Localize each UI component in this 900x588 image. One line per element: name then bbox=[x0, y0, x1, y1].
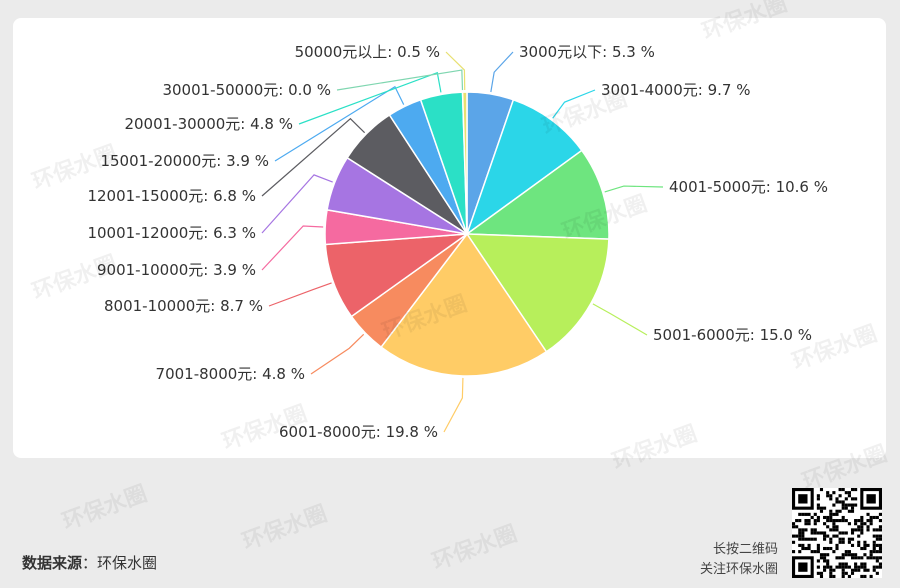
slice-label: 5001-6000元: 15.0 % bbox=[653, 326, 812, 344]
watermark-text: 环保水圈 bbox=[239, 501, 331, 556]
qr-caption-line2: 关注环保水圈 bbox=[699, 562, 778, 577]
leader-line bbox=[592, 303, 648, 336]
source-value: 环保水圈 bbox=[97, 554, 158, 572]
leader-line bbox=[604, 185, 664, 193]
slice-label: 6001-8000元: 19.8 % bbox=[279, 423, 438, 441]
leader-line bbox=[443, 377, 464, 433]
data-source: 数据来源：环保水圈 bbox=[22, 552, 157, 573]
leader-line bbox=[445, 51, 466, 91]
slice-label: 30001-50000元: 0.0 % bbox=[162, 81, 331, 99]
leader-line bbox=[552, 89, 596, 119]
pie-slice[interactable] bbox=[465, 233, 610, 353]
slice-label: 3000元以下: 5.3 % bbox=[519, 43, 655, 61]
pie-slice[interactable] bbox=[465, 98, 583, 237]
leader-line bbox=[490, 51, 514, 93]
slice-label: 50000元以上: 0.5 % bbox=[295, 43, 440, 61]
pie-slice[interactable] bbox=[461, 91, 468, 235]
slice-label: 20001-30000元: 4.8 % bbox=[124, 115, 293, 133]
slice-label: 12001-15000元: 6.8 % bbox=[87, 187, 256, 205]
leader-line bbox=[261, 117, 366, 197]
leader-line bbox=[310, 333, 365, 375]
qr-code-icon[interactable] bbox=[792, 488, 882, 578]
leader-line bbox=[336, 69, 464, 91]
slice-label: 9001-10000元: 3.9 % bbox=[97, 261, 256, 279]
leader-line bbox=[261, 174, 333, 234]
source-label: 数据来源 bbox=[22, 554, 83, 572]
source-separator: ： bbox=[82, 554, 98, 572]
leader-line bbox=[268, 282, 332, 307]
slice-label: 10001-12000元: 6.3 % bbox=[87, 224, 256, 242]
slice-label: 15001-20000元: 3.9 % bbox=[100, 152, 269, 170]
chart-card: 3000元以下: 5.3 % 3001-4000元: 9.7 % 4001-5000… bbox=[13, 18, 886, 458]
pie-chart: 3000元以下: 5.3 % 3001-4000元: 9.7 % 4001-5000… bbox=[87, 43, 828, 441]
watermark-text: 环保水圈 bbox=[429, 521, 521, 576]
slice-label: 4001-5000元: 10.6 % bbox=[669, 178, 828, 196]
pie-slice[interactable] bbox=[464, 149, 610, 240]
watermark-text: 环保水圈 bbox=[59, 481, 151, 536]
qr-caption: 长按二维码 关注环保水圈 bbox=[700, 540, 778, 580]
slice-label: 7001-8000元: 4.8 % bbox=[156, 365, 305, 383]
pie-slice[interactable] bbox=[380, 232, 548, 377]
leader-line bbox=[261, 225, 324, 271]
leader-line bbox=[298, 71, 442, 125]
qr-caption-line1: 长按二维码 bbox=[712, 542, 778, 557]
slice-label: 3001-4000元: 9.7 % bbox=[601, 81, 750, 99]
leader-line bbox=[274, 85, 405, 162]
slice-label: 8001-10000元: 8.7 % bbox=[104, 297, 263, 315]
